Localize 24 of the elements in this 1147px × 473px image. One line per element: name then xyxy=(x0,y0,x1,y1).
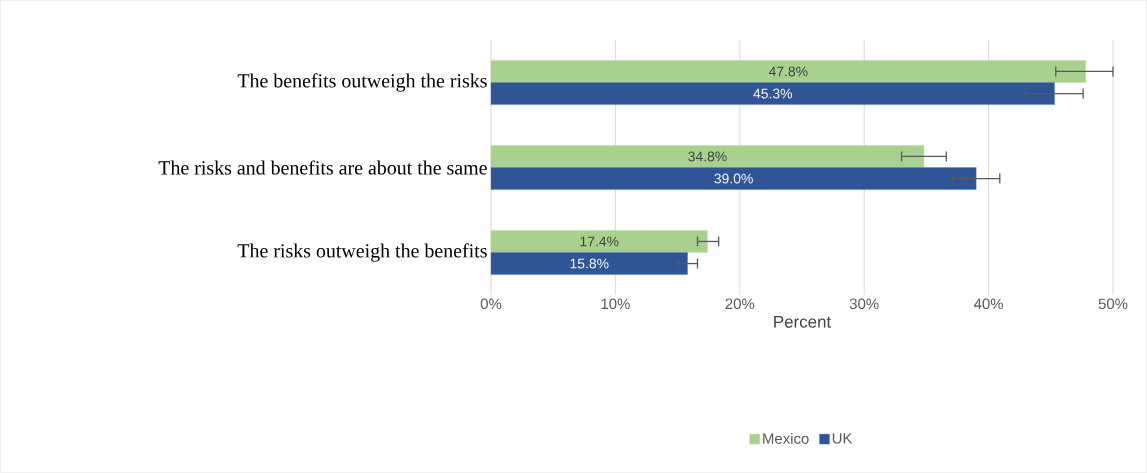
legend-label: Mexico xyxy=(763,432,809,444)
data-label: 39.0% xyxy=(714,173,753,184)
data-label: 34.8% xyxy=(688,151,727,162)
bar xyxy=(490,60,1086,83)
y-tick-label: The risks and benefits are about the same xyxy=(158,160,487,175)
data-label: 15.8% xyxy=(570,258,609,269)
data-label: 45.3% xyxy=(753,88,793,99)
data-label: 17.4% xyxy=(580,236,619,247)
bar xyxy=(490,230,708,253)
x-tick-label: 0% xyxy=(480,298,502,310)
x-axis-title: Percent xyxy=(774,315,832,328)
bar xyxy=(490,145,925,168)
legend-label: UK xyxy=(832,433,853,444)
x-tick-label: 30% xyxy=(849,298,879,310)
x-tick-label: 40% xyxy=(973,298,1004,310)
data-label: 47.8% xyxy=(768,66,808,77)
x-tick-label: 20% xyxy=(725,298,755,310)
x-tick-label: 10% xyxy=(601,298,630,310)
bar xyxy=(490,252,688,275)
x-tick-label: 50% xyxy=(1098,298,1128,310)
y-tick-label: The benefits outweigh the risks xyxy=(237,73,487,92)
y-tick-label: The risks outweigh the benefits xyxy=(237,243,487,262)
bar xyxy=(490,167,977,190)
bar xyxy=(490,82,1055,105)
